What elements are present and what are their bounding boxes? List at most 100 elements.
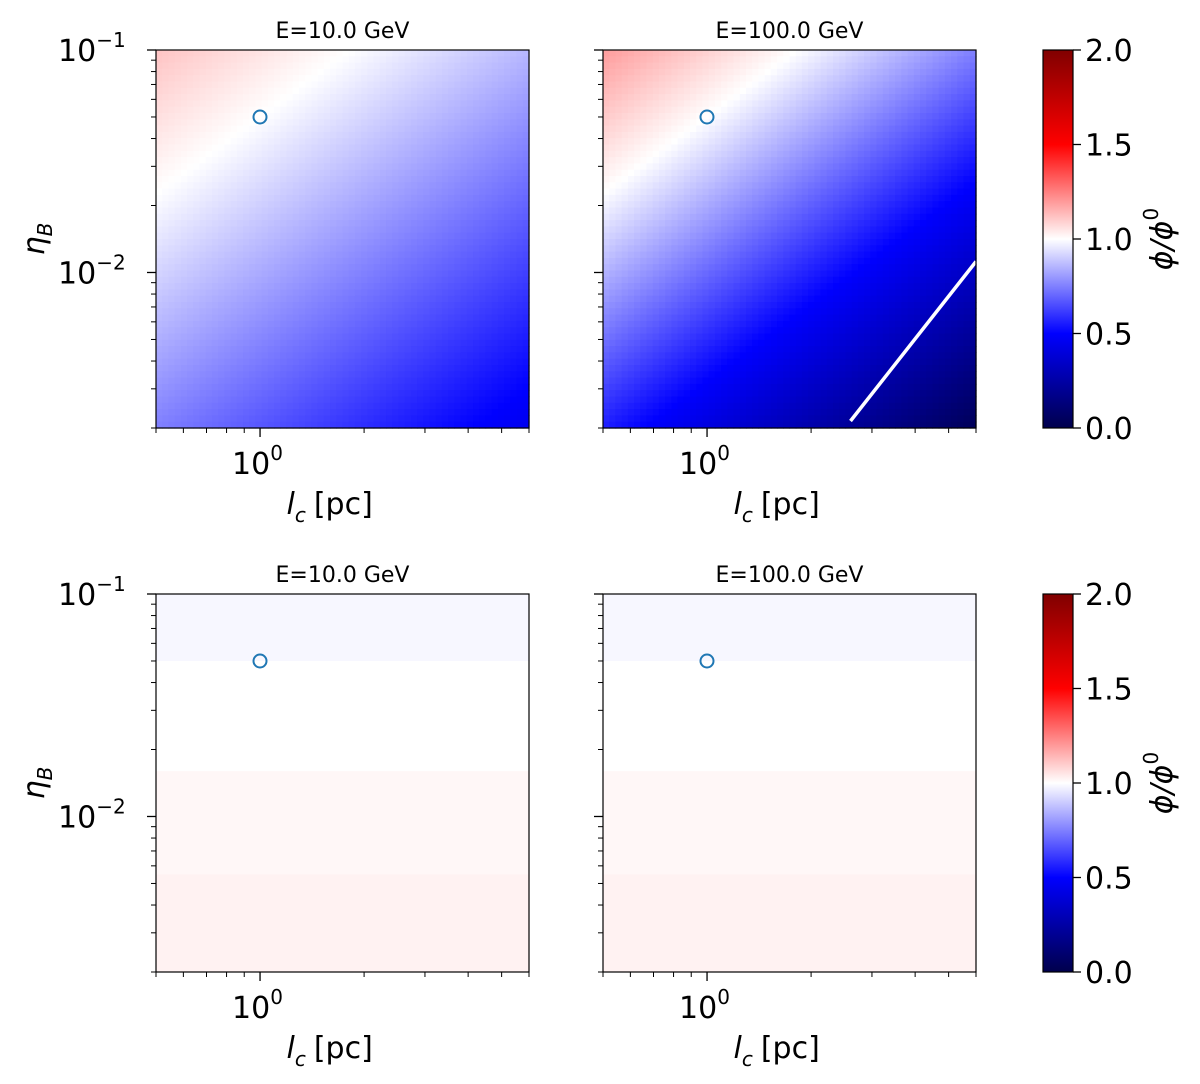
heatmap-cell bbox=[658, 346, 666, 353]
heatmap-cell bbox=[367, 302, 375, 309]
heatmap-cell bbox=[702, 213, 710, 221]
heatmap-cell bbox=[193, 87, 201, 95]
heatmap-cell bbox=[162, 320, 170, 328]
heatmap-cell bbox=[497, 100, 505, 108]
heatmap-cell bbox=[714, 68, 722, 76]
heatmap-cell bbox=[491, 283, 499, 290]
heatmap-cell bbox=[485, 125, 493, 133]
heatmap-cell bbox=[255, 138, 263, 146]
heatmap-cell bbox=[249, 144, 257, 152]
heatmap-cell bbox=[603, 283, 610, 290]
heatmap-cell bbox=[267, 276, 275, 284]
heatmap-cell bbox=[621, 163, 629, 171]
heatmap-cell bbox=[261, 50, 269, 57]
heatmap-cell bbox=[491, 81, 499, 89]
heatmap-cell bbox=[473, 245, 480, 253]
heatmap-cell bbox=[448, 163, 455, 171]
heatmap-cell bbox=[386, 100, 393, 108]
heatmap-cell bbox=[286, 314, 294, 322]
heatmap-cell bbox=[230, 390, 238, 398]
heatmap-cell bbox=[479, 302, 487, 309]
heatmap-cell bbox=[429, 289, 437, 297]
heatmap-cell bbox=[671, 62, 679, 70]
heatmap-cell bbox=[267, 295, 275, 303]
heatmap-cell bbox=[311, 302, 319, 309]
heatmap-cell bbox=[255, 257, 263, 265]
heatmap-cell bbox=[485, 333, 493, 341]
heatmap-cell bbox=[665, 81, 672, 89]
heatmap-cell bbox=[317, 365, 325, 372]
heatmap-cell bbox=[708, 188, 716, 196]
heatmap-cell bbox=[522, 232, 530, 240]
heatmap-cell bbox=[180, 270, 188, 278]
heatmap-cell bbox=[348, 365, 356, 372]
heatmap-cell bbox=[317, 194, 325, 202]
heatmap-cell bbox=[317, 94, 325, 101]
heatmap-cell bbox=[435, 302, 443, 309]
y-tick-label: 10−1 bbox=[58, 28, 126, 69]
heatmap-cell bbox=[323, 119, 331, 127]
heatmap-cell bbox=[696, 327, 704, 335]
heatmap-cell bbox=[249, 50, 257, 57]
heatmap-cell bbox=[224, 226, 232, 234]
heatmap-cell bbox=[473, 163, 480, 171]
heatmap-cell bbox=[634, 106, 641, 114]
heatmap-cell bbox=[342, 390, 350, 398]
heatmap-cell bbox=[361, 239, 368, 246]
heatmap-cell bbox=[280, 402, 288, 410]
heatmap-cell bbox=[342, 239, 350, 246]
heatmap-cell bbox=[267, 81, 275, 89]
heatmap-cell bbox=[702, 327, 710, 335]
heatmap-cell bbox=[627, 402, 635, 410]
heatmap-cell bbox=[205, 264, 213, 272]
heatmap-cell bbox=[491, 194, 499, 202]
heatmap-cell bbox=[634, 245, 641, 253]
heatmap-cell bbox=[180, 125, 188, 133]
heatmap-cell bbox=[224, 421, 232, 429]
heatmap-cell bbox=[174, 87, 182, 95]
heatmap-cell bbox=[466, 94, 474, 101]
heatmap-cell bbox=[497, 257, 505, 265]
heatmap-cell bbox=[640, 346, 648, 353]
heatmap-cell bbox=[621, 415, 629, 423]
heatmap-cell bbox=[218, 201, 225, 209]
heatmap-cell bbox=[236, 339, 244, 347]
heatmap-cell bbox=[441, 56, 449, 64]
heatmap-cell bbox=[317, 176, 325, 183]
heatmap-cell bbox=[298, 81, 306, 89]
heatmap-cell bbox=[280, 62, 288, 70]
heatmap-cell bbox=[522, 264, 530, 272]
heatmap-cell bbox=[491, 176, 499, 183]
heatmap-cell bbox=[298, 314, 306, 322]
heatmap-cell bbox=[261, 232, 269, 240]
heatmap-cell bbox=[162, 131, 170, 139]
heatmap-cell bbox=[721, 320, 728, 328]
heatmap-cell bbox=[255, 320, 263, 328]
heatmap-cell bbox=[646, 220, 654, 227]
heatmap-cell bbox=[727, 56, 735, 64]
heatmap-cell bbox=[690, 377, 697, 385]
heatmap-cell bbox=[386, 289, 393, 297]
heatmap-cell bbox=[727, 415, 735, 423]
heatmap-cell bbox=[298, 188, 306, 196]
heatmap-cell bbox=[255, 232, 263, 240]
heatmap-cell bbox=[243, 138, 250, 146]
heatmap-cell bbox=[435, 144, 443, 152]
heatmap-cell bbox=[473, 94, 480, 101]
heatmap-cell bbox=[243, 264, 250, 272]
heatmap-cell bbox=[386, 201, 393, 209]
heatmap-cell bbox=[317, 245, 325, 253]
heatmap-cell bbox=[708, 365, 716, 372]
heatmap-cell bbox=[603, 333, 610, 341]
heatmap-cell bbox=[373, 220, 381, 227]
heatmap-cell bbox=[193, 62, 201, 70]
heatmap-cell bbox=[330, 402, 337, 410]
heatmap-cell bbox=[392, 396, 400, 404]
heatmap-cell bbox=[435, 409, 443, 416]
heatmap-cell bbox=[696, 320, 704, 328]
heatmap-cell bbox=[441, 257, 449, 265]
heatmap-cell bbox=[386, 119, 393, 127]
heatmap-cell bbox=[696, 56, 704, 64]
heatmap-cell bbox=[516, 125, 524, 133]
heatmap-cell bbox=[311, 245, 319, 253]
